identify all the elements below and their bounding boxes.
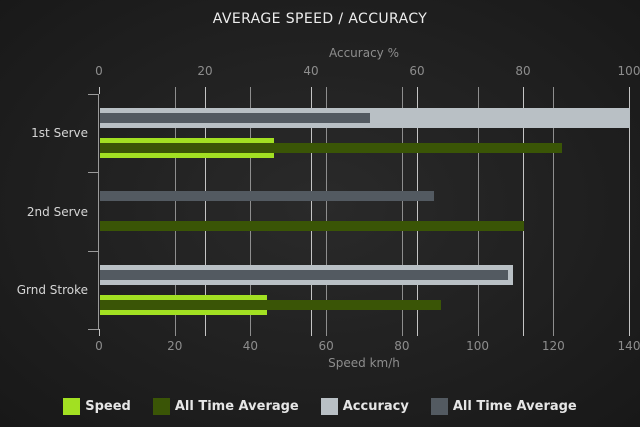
legend-label-speed: Speed xyxy=(85,399,131,414)
gridline-accuracy-40 xyxy=(311,94,312,329)
bar-accuracy-all-time-average-1st-serve xyxy=(100,113,371,123)
gridline-accuracy-100 xyxy=(629,94,630,329)
legend-item-accuracy-all-time-average[interactable]: All Time Average xyxy=(430,398,577,415)
tick-label-bottom-60: 60 xyxy=(318,339,334,353)
gridline-accuracy-20 xyxy=(205,94,206,329)
y-axis-tick-0 xyxy=(88,94,99,95)
bar-accuracy-all-time-average-grnd-stroke xyxy=(100,269,509,280)
legend-label-speed-all-time-average: All Time Average xyxy=(174,399,299,414)
gridline-speed-60 xyxy=(326,94,328,329)
tick-label-bottom-100: 100 xyxy=(466,339,490,353)
tick-bottom-speed-100 xyxy=(477,329,479,336)
tick-label-bottom-120: 120 xyxy=(541,339,565,353)
y-axis-tick-2 xyxy=(88,250,99,252)
tick-bottom-speed-20 xyxy=(174,329,176,336)
legend-label-accuracy: Accuracy xyxy=(342,399,409,414)
legend-swatch-speed xyxy=(63,398,81,415)
bar-speed-all-time-average-2nd-serve xyxy=(100,221,524,232)
tick-bottom-accuracy-20 xyxy=(205,329,206,336)
tick-top-accuracy-80 xyxy=(523,87,524,94)
tick-top-speed-80 xyxy=(401,87,403,94)
legend-item-speed[interactable]: Speed xyxy=(63,398,131,415)
tick-bottom-accuracy-100 xyxy=(629,329,630,336)
tick-top-accuracy-40 xyxy=(311,87,312,94)
legend-label-accuracy-all-time-average: All Time Average xyxy=(452,399,577,414)
chart-title: AVERAGE SPEED / ACCURACY xyxy=(212,11,428,27)
chart-legend: Speed All Time Average Accuracy All Time… xyxy=(0,398,640,415)
tick-top-accuracy-0 xyxy=(99,87,100,94)
tick-bottom-speed-40 xyxy=(250,329,252,336)
tick-label-top-20: 20 xyxy=(197,64,213,78)
tick-label-top-100: 100 xyxy=(617,64,640,78)
tick-label-top-60: 60 xyxy=(409,64,425,78)
tick-label-bottom-0: 0 xyxy=(95,339,103,353)
gridline-speed-80 xyxy=(401,94,403,329)
tick-top-speed-20 xyxy=(174,87,176,94)
y-axis-line xyxy=(98,94,99,329)
y-axis-tick-3 xyxy=(88,329,99,330)
legend-item-speed-all-time-average[interactable]: All Time Average xyxy=(152,398,299,415)
tick-top-speed-100 xyxy=(477,87,479,94)
tick-label-top-0: 0 xyxy=(95,64,103,78)
tick-bottom-accuracy-80 xyxy=(523,329,524,336)
tick-top-speed-120 xyxy=(553,87,555,94)
legend-item-accuracy[interactable]: Accuracy xyxy=(320,398,409,415)
tick-bottom-speed-80 xyxy=(401,329,403,336)
bottom-axis-title: Speed km/h xyxy=(328,356,400,370)
category-label-2nd-serve: 2nd Serve xyxy=(26,204,88,219)
tick-bottom-speed-60 xyxy=(326,329,328,336)
tick-label-bottom-80: 80 xyxy=(394,339,410,353)
tick-top-speed-60 xyxy=(326,87,328,94)
tick-label-top-80: 80 xyxy=(515,64,531,78)
legend-swatch-accuracy-all-time-average xyxy=(430,398,448,415)
tick-top-speed-40 xyxy=(250,87,252,94)
tick-label-bottom-140: 140 xyxy=(617,339,640,353)
tick-label-bottom-40: 40 xyxy=(242,339,259,353)
tick-bottom-accuracy-40 xyxy=(311,329,312,336)
tick-bottom-accuracy-60 xyxy=(417,329,418,336)
bar-speed-all-time-average-1st-serve xyxy=(100,143,562,153)
tick-top-accuracy-20 xyxy=(205,87,206,94)
tick-bottom-speed-120 xyxy=(553,329,555,336)
gridline-accuracy-60 xyxy=(417,94,418,329)
tick-bottom-accuracy-0 xyxy=(99,329,100,336)
top-axis-title: Accuracy % xyxy=(328,46,399,60)
category-label-1st-serve: 1st Serve xyxy=(31,126,88,141)
gridline-speed-120 xyxy=(553,94,555,329)
gridline-speed-100 xyxy=(477,94,479,329)
bar-speed-all-time-average-grnd-stroke xyxy=(100,299,441,310)
legend-swatch-accuracy xyxy=(320,398,338,415)
gridline-speed-40 xyxy=(250,94,252,329)
tick-label-bottom-20: 20 xyxy=(167,339,183,353)
bar-accuracy-all-time-average-2nd-serve xyxy=(100,191,434,202)
gridline-accuracy-80 xyxy=(523,94,524,329)
tick-top-accuracy-100 xyxy=(629,87,630,94)
category-label-grnd-stroke: Grnd Stroke xyxy=(16,282,88,297)
gridline-speed-20 xyxy=(174,94,176,329)
y-axis-tick-1 xyxy=(88,172,99,174)
legend-swatch-speed-all-time-average xyxy=(152,398,170,415)
tick-top-accuracy-60 xyxy=(417,87,418,94)
tick-label-top-40: 40 xyxy=(303,64,319,78)
